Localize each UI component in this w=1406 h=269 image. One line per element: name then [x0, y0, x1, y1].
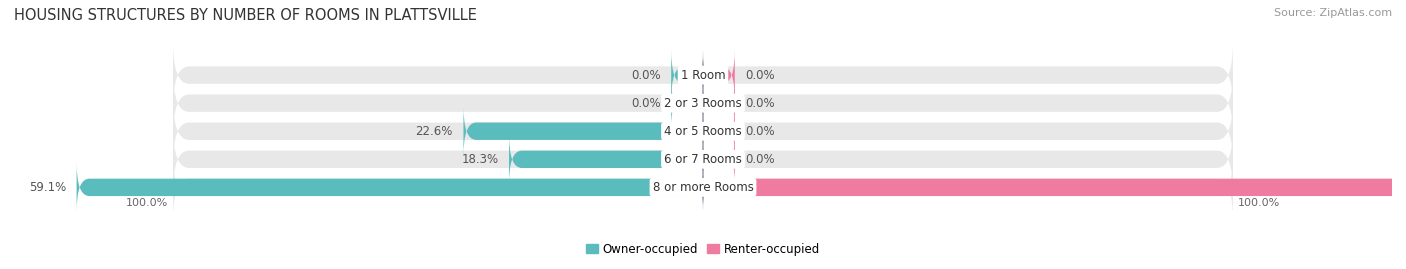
FancyBboxPatch shape — [671, 50, 703, 100]
Text: 0.0%: 0.0% — [631, 97, 661, 110]
Text: 100.0%: 100.0% — [125, 197, 167, 208]
Legend: Owner-occupied, Renter-occupied: Owner-occupied, Renter-occupied — [586, 243, 820, 256]
Text: 22.6%: 22.6% — [416, 125, 453, 138]
Text: 0.0%: 0.0% — [745, 125, 775, 138]
FancyBboxPatch shape — [703, 78, 735, 128]
Text: 100.0%: 100.0% — [1239, 197, 1281, 208]
Text: 4 or 5 Rooms: 4 or 5 Rooms — [664, 125, 742, 138]
FancyBboxPatch shape — [173, 42, 1233, 108]
FancyBboxPatch shape — [703, 162, 1406, 212]
FancyBboxPatch shape — [173, 70, 1233, 137]
Text: 6 or 7 Rooms: 6 or 7 Rooms — [664, 153, 742, 166]
Text: 8 or more Rooms: 8 or more Rooms — [652, 181, 754, 194]
FancyBboxPatch shape — [173, 154, 1233, 221]
Text: 1 Room: 1 Room — [681, 69, 725, 82]
Text: 59.1%: 59.1% — [28, 181, 66, 194]
FancyBboxPatch shape — [76, 162, 703, 212]
Text: Source: ZipAtlas.com: Source: ZipAtlas.com — [1274, 8, 1392, 18]
FancyBboxPatch shape — [703, 106, 735, 156]
FancyBboxPatch shape — [703, 50, 735, 100]
Text: 0.0%: 0.0% — [745, 97, 775, 110]
Text: 0.0%: 0.0% — [745, 69, 775, 82]
FancyBboxPatch shape — [509, 134, 703, 184]
Text: 2 or 3 Rooms: 2 or 3 Rooms — [664, 97, 742, 110]
FancyBboxPatch shape — [464, 106, 703, 156]
FancyBboxPatch shape — [671, 78, 703, 128]
Text: 18.3%: 18.3% — [461, 153, 499, 166]
FancyBboxPatch shape — [703, 134, 735, 184]
FancyBboxPatch shape — [173, 126, 1233, 193]
Text: HOUSING STRUCTURES BY NUMBER OF ROOMS IN PLATTSVILLE: HOUSING STRUCTURES BY NUMBER OF ROOMS IN… — [14, 8, 477, 23]
Text: 0.0%: 0.0% — [631, 69, 661, 82]
FancyBboxPatch shape — [173, 98, 1233, 165]
Text: 0.0%: 0.0% — [745, 153, 775, 166]
